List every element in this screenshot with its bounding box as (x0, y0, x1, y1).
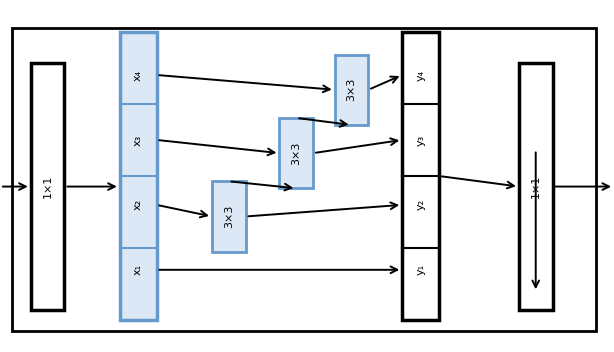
Text: 1×1: 1×1 (530, 175, 541, 198)
Bar (335, 55, 368, 125)
Text: x₂: x₂ (133, 199, 143, 210)
Text: x₃: x₃ (133, 134, 143, 145)
Text: 1×1: 1×1 (42, 175, 53, 198)
Bar (120, 32, 157, 320)
Text: y₁: y₁ (416, 264, 426, 275)
Text: 3×3: 3×3 (291, 142, 301, 165)
Text: 3×3: 3×3 (223, 205, 234, 228)
Bar (279, 118, 313, 188)
Text: y₄: y₄ (416, 69, 426, 81)
Text: x₁: x₁ (133, 264, 143, 275)
Text: y₃: y₃ (416, 134, 426, 145)
Bar (402, 32, 439, 320)
Text: y₂: y₂ (416, 199, 426, 210)
Bar (12, 28, 596, 331)
Bar (519, 63, 553, 310)
Text: x₄: x₄ (133, 69, 143, 81)
Text: 3×3: 3×3 (346, 78, 357, 101)
Bar (212, 181, 246, 252)
Bar (31, 63, 64, 310)
